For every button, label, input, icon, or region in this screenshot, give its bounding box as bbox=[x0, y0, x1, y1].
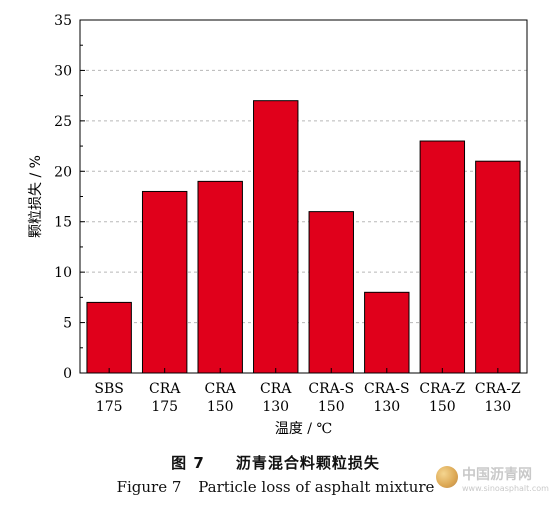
x-tick-label: CRA-S bbox=[364, 381, 410, 397]
watermark-url: www.sinoasphalt.com bbox=[462, 484, 549, 493]
x-tick-label: 175 bbox=[151, 399, 178, 415]
x-tick-label: CRA bbox=[149, 381, 181, 397]
caption-cn-title: 沥青混合料颗粒损失 bbox=[235, 454, 380, 472]
y-tick-label: 20 bbox=[54, 164, 72, 180]
x-axis-ticks: SBS 175 CRA 175 CRA 150 CRA 130 CRA-S 150 CRA-S 130… bbox=[94, 368, 521, 415]
x-tick-label: 130 bbox=[484, 399, 511, 415]
x-axis-label: 温度 / ℃ bbox=[275, 421, 332, 437]
bar bbox=[253, 100, 299, 374]
y-tick-label: 35 bbox=[54, 13, 72, 29]
caption-cn-number: 图 7 bbox=[171, 454, 205, 472]
x-tick-label: 130 bbox=[262, 399, 289, 415]
y-tick-label: 5 bbox=[63, 316, 72, 332]
caption-en-title: Particle loss of asphalt mixture bbox=[198, 478, 435, 496]
x-tick-label: 150 bbox=[207, 399, 234, 415]
bar bbox=[475, 160, 521, 374]
x-tick-label: CRA bbox=[260, 381, 292, 397]
bar-chart: 0 5 10 15 20 25 30 35 SBS 175 CRA 175 CRA 150 CRA 130 C… bbox=[28, 13, 528, 437]
y-tick-label: 15 bbox=[54, 215, 72, 231]
caption-chinese: 图 7 沥青混合料颗粒损失 bbox=[0, 452, 551, 473]
x-tick-label: 150 bbox=[429, 399, 456, 415]
bar-series bbox=[86, 100, 521, 374]
y-tick-label: 30 bbox=[54, 63, 72, 79]
x-tick-label: 130 bbox=[373, 399, 400, 415]
bar bbox=[141, 190, 188, 374]
x-tick-label: 150 bbox=[318, 399, 345, 415]
bar bbox=[419, 140, 466, 374]
globe-icon bbox=[436, 466, 458, 488]
y-tick-label: 0 bbox=[63, 366, 72, 382]
watermark-title: 中国沥青网 bbox=[462, 467, 532, 483]
x-tick-label: CRA-S bbox=[308, 381, 354, 397]
x-tick-label: SBS bbox=[94, 381, 123, 397]
bar bbox=[308, 211, 354, 374]
watermark: 中国沥青网 www.sinoasphalt.com bbox=[436, 462, 549, 502]
x-tick-label: CRA-Z bbox=[475, 381, 521, 397]
bar bbox=[86, 301, 132, 374]
y-axis-label: 颗粒损失 / % bbox=[28, 155, 44, 238]
caption-english: Figure 7 Particle loss of asphalt mixtur… bbox=[0, 478, 551, 496]
x-tick-label: CRA-Z bbox=[419, 381, 465, 397]
x-tick-label: 175 bbox=[96, 399, 123, 415]
x-tick-label: CRA bbox=[205, 381, 237, 397]
bar bbox=[364, 291, 410, 374]
y-tick-label: 10 bbox=[54, 265, 72, 281]
y-axis-ticks: 0 5 10 15 20 25 30 35 bbox=[54, 13, 85, 382]
bar bbox=[197, 180, 243, 374]
y-tick-label: 25 bbox=[54, 114, 72, 130]
caption-en-number: Figure 7 bbox=[116, 478, 182, 496]
